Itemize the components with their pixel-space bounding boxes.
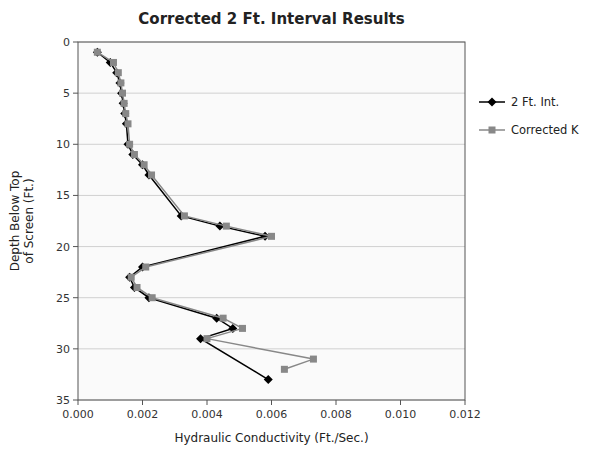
point — [204, 335, 211, 342]
point — [115, 69, 122, 76]
point — [94, 49, 101, 56]
tick-mark — [73, 195, 78, 196]
point — [128, 274, 135, 281]
tick-mark — [142, 400, 143, 405]
point — [93, 48, 102, 57]
point — [310, 356, 317, 363]
point — [141, 161, 148, 168]
point — [117, 79, 124, 86]
legend-label: Corrected K — [511, 123, 579, 137]
tick-mark — [73, 348, 78, 349]
tick-label: 10 — [56, 138, 70, 151]
tick-label: 0.008 — [320, 408, 352, 421]
legend-marker — [489, 127, 496, 134]
title: Corrected 2 Ft. Interval Results — [138, 10, 404, 28]
point — [121, 100, 128, 107]
point — [120, 109, 129, 118]
point — [131, 151, 138, 158]
tick-label: 15 — [56, 189, 70, 202]
y-axis-label-line: of Screen (Ft.) — [22, 178, 36, 263]
tick-mark — [73, 42, 78, 43]
series-group — [93, 48, 317, 384]
point — [281, 366, 288, 373]
point — [122, 110, 129, 117]
point — [128, 150, 137, 159]
point — [264, 375, 273, 384]
tick-label: 0 — [63, 36, 70, 49]
tick-label: 0.006 — [256, 408, 288, 421]
tick-label: 0.010 — [385, 408, 417, 421]
point — [142, 264, 149, 271]
plot-frame — [78, 42, 465, 400]
chart: 0 5 10 15 20 25 30 350.000 0.002 0.004 0.006 0.008 0… — [0, 0, 600, 459]
grid-line — [78, 297, 465, 298]
tick-mark — [73, 297, 78, 298]
point — [138, 160, 147, 169]
grid-line — [78, 144, 465, 145]
point — [181, 212, 188, 219]
point — [124, 120, 131, 127]
point — [119, 99, 128, 108]
tick-mark — [73, 93, 78, 94]
point — [220, 315, 227, 322]
grid-line — [78, 348, 465, 349]
legend-label: 2 Ft. Int. — [511, 95, 559, 109]
tick-label: 0.002 — [127, 408, 159, 421]
tick-label: 25 — [56, 292, 70, 305]
point — [123, 140, 132, 149]
point — [149, 294, 156, 301]
legend-marker — [488, 98, 497, 107]
point — [122, 119, 131, 128]
tick-mark — [465, 400, 466, 405]
series-line — [97, 52, 313, 369]
point — [148, 171, 155, 178]
series-line — [97, 52, 268, 379]
tick-label: 5 — [63, 87, 70, 100]
tick-mark — [400, 400, 401, 405]
tick-mark — [73, 246, 78, 247]
point — [110, 59, 117, 66]
tick-mark — [78, 400, 79, 405]
tick-label: 0.000 — [62, 408, 94, 421]
point — [134, 284, 141, 291]
grid-line — [78, 246, 465, 247]
point — [223, 223, 230, 230]
y-axis-label: Depth Below Topof Screen (Ft.) — [8, 171, 36, 272]
plot-area — [78, 42, 465, 400]
tick-label: 20 — [56, 241, 70, 254]
point — [117, 89, 126, 98]
tick-label: 30 — [56, 343, 70, 356]
grid-line — [78, 93, 465, 94]
y-axis-label-line: Depth Below Top — [8, 171, 22, 272]
point — [119, 90, 126, 97]
tick-label: 0.004 — [191, 408, 223, 421]
x-axis-label: Hydraulic Conductivity (Ft./Sec.) — [174, 431, 368, 445]
tick-label: 35 — [56, 394, 70, 407]
tick-mark — [73, 400, 78, 401]
point — [239, 325, 246, 332]
tick-mark — [73, 144, 78, 145]
legend: 2 Ft. Int. Corrected K — [479, 95, 579, 137]
point — [126, 141, 133, 148]
point — [115, 78, 124, 87]
tick-mark — [271, 400, 272, 405]
tick-mark — [336, 400, 337, 405]
tick-label: 0.012 — [449, 408, 481, 421]
tick-mark — [207, 400, 208, 405]
point — [268, 233, 275, 240]
point — [112, 68, 121, 77]
grid-line — [78, 195, 465, 196]
point — [125, 273, 134, 282]
